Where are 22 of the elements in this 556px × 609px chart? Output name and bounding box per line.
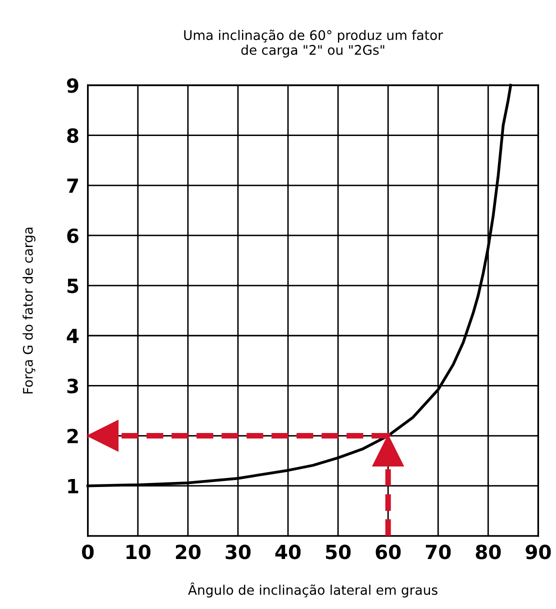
y-tick-label: 1 <box>68 479 78 494</box>
y-tick-label: 3 <box>67 378 78 394</box>
chart-title: Uma inclinação de 60° produz um fator de carga "2" ou "2Gs" <box>184 30 444 58</box>
y-tick-label: 5 <box>67 278 78 294</box>
x-tick-label: 60 <box>376 544 401 560</box>
x-tick-label: 10 <box>126 544 150 560</box>
x-tick-label: 90 <box>526 544 551 560</box>
x-tick-label: 20 <box>176 544 201 560</box>
y-tick-label: 7 <box>67 178 78 193</box>
x-tick-label: 70 <box>426 544 451 560</box>
x-tick-label: 0 <box>82 544 94 560</box>
y-axis-title: Força G do fator de carga <box>22 228 36 394</box>
x-tick-label: 50 <box>326 544 351 560</box>
x-axis-title: Ângulo de inclinação lateral em graus <box>188 582 438 598</box>
y-tick-label: 4 <box>66 328 79 344</box>
y-tick-label: 2 <box>68 428 78 444</box>
x-tick-label: 80 <box>476 544 501 560</box>
y-tick-label: 6 <box>67 228 78 244</box>
y-tick-label: 8 <box>67 128 78 143</box>
x-tick-label: 30 <box>226 544 251 560</box>
x-tick-label: 40 <box>275 544 301 560</box>
y-tick-label: 9 <box>66 78 78 93</box>
